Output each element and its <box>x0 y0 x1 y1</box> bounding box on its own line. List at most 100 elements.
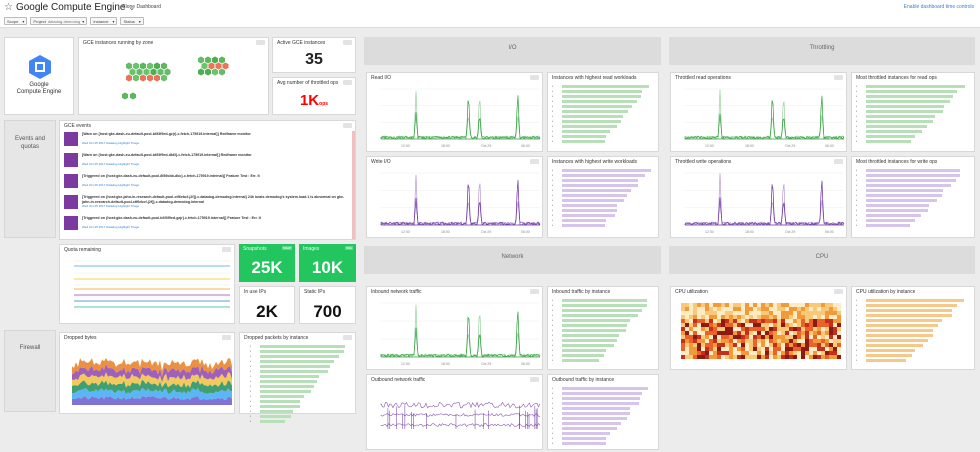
list-item[interactable]: • <box>856 303 970 307</box>
list-item[interactable]: • <box>552 89 654 93</box>
list-item[interactable]: • <box>856 343 970 347</box>
list-item[interactable]: • <box>552 183 654 187</box>
dashboard-title[interactable]: ☆ Google Compute Engine ⌄ <box>4 2 135 13</box>
star-icon[interactable]: ☆ <box>4 2 13 13</box>
list-item[interactable]: • <box>856 104 970 108</box>
list-item[interactable]: • <box>250 379 351 383</box>
filter-status[interactable]: Status ▾ <box>120 17 144 25</box>
list-item[interactable]: • <box>552 188 654 192</box>
list-item[interactable]: • <box>552 431 654 435</box>
filter-instance[interactable]: Instance ▾ <box>90 17 118 25</box>
list-item[interactable]: • <box>250 399 351 403</box>
list-item[interactable]: • <box>552 139 654 143</box>
panel-menu-button[interactable] <box>834 75 843 80</box>
list-item[interactable]: • <box>552 318 654 322</box>
panel-menu-button[interactable] <box>343 40 352 45</box>
list-item[interactable]: • <box>250 394 351 398</box>
list-item[interactable]: • <box>856 358 970 362</box>
list-item[interactable]: • <box>856 84 970 88</box>
dropped-bytes-chart[interactable] <box>60 343 236 415</box>
list-item[interactable]: • <box>552 168 654 172</box>
list-item[interactable]: • <box>856 139 970 143</box>
list-item[interactable]: • <box>552 178 654 182</box>
list-item[interactable]: • <box>856 94 970 98</box>
list-item[interactable]: • <box>552 308 654 312</box>
list-item[interactable]: • <box>856 124 970 128</box>
list-item[interactable]: • <box>552 208 654 212</box>
list-item[interactable]: • <box>552 436 654 440</box>
read-io-chart[interactable]: 12:00 18:00 Oct 29 06:00 <box>367 83 544 153</box>
event-item[interactable]: [Triggered on {host:gke-dash-eu-default-… <box>64 173 351 189</box>
list-item[interactable]: • <box>552 396 654 400</box>
list-item[interactable]: • <box>552 343 654 347</box>
list-item[interactable]: • <box>856 223 970 227</box>
list-item[interactable]: • <box>856 298 970 302</box>
list-item[interactable]: • <box>552 104 654 108</box>
most-throttled-read-toplist[interactable]: • • • • • • • • • • • • <box>856 83 970 144</box>
list-item[interactable]: • <box>552 298 654 302</box>
dropped-packets-toplist[interactable]: • • • • • • • • • • • • • • • • <box>250 343 351 424</box>
list-item[interactable]: • <box>856 109 970 113</box>
write-workloads-toplist[interactable]: • • • • • • • • • • • • <box>552 167 654 228</box>
throttled-write-chart[interactable]: 12:00 18:00 Oct 29 06:00 <box>671 167 848 239</box>
read-workloads-toplist[interactable]: • • • • • • • • • • • • <box>552 83 654 144</box>
most-throttled-write-toplist[interactable]: • • • • • • • • • • • • <box>856 167 970 228</box>
list-item[interactable]: • <box>552 386 654 390</box>
panel-menu-button[interactable] <box>343 80 352 85</box>
list-item[interactable]: • <box>552 328 654 332</box>
list-item[interactable]: • <box>552 134 654 138</box>
list-item[interactable]: • <box>856 208 970 212</box>
list-item[interactable]: • <box>856 308 970 312</box>
list-item[interactable]: • <box>856 318 970 322</box>
event-meta[interactable]: Wed Oct 25 2017 Datadog Highlight Triage <box>82 141 140 145</box>
list-item[interactable]: • <box>552 119 654 123</box>
list-item[interactable]: • <box>250 354 351 358</box>
list-item[interactable]: • <box>552 218 654 222</box>
list-item[interactable]: • <box>552 203 654 207</box>
list-item[interactable]: • <box>552 313 654 317</box>
list-item[interactable]: • <box>856 183 970 187</box>
panel-menu-button[interactable] <box>530 159 539 164</box>
list-item[interactable]: • <box>552 114 654 118</box>
hexmap[interactable] <box>89 50 259 112</box>
panel-menu-button[interactable] <box>222 247 231 252</box>
list-item[interactable]: • <box>250 419 351 423</box>
filter-project[interactable]: Project datadog-demodog ▾ <box>30 17 88 25</box>
list-item[interactable]: • <box>552 338 654 342</box>
list-item[interactable]: • <box>552 84 654 88</box>
list-item[interactable]: • <box>552 323 654 327</box>
list-item[interactable]: • <box>856 198 970 202</box>
list-item[interactable]: • <box>856 168 970 172</box>
clone-dashboard-button[interactable]: Clone Dashboard <box>122 4 161 10</box>
list-item[interactable]: • <box>552 426 654 430</box>
event-item[interactable]: [Warn on {host:gke-dash-eu-default-pool-… <box>64 152 351 168</box>
list-item[interactable]: • <box>552 421 654 425</box>
event-meta[interactable]: Wed Oct 25 2017 Datadog Highlight Triage <box>82 183 140 187</box>
list-item[interactable]: • <box>856 99 970 103</box>
list-item[interactable]: • <box>856 134 970 138</box>
outbound-by-instance-toplist[interactable]: • • • • • • • • • • • • <box>552 385 654 446</box>
cpu-heatmap[interactable] <box>671 297 848 371</box>
list-item[interactable]: • <box>552 109 654 113</box>
list-item[interactable]: • <box>552 94 654 98</box>
panel-menu-button[interactable] <box>834 289 843 294</box>
list-item[interactable]: • <box>552 416 654 420</box>
panel-menu-button[interactable] <box>343 335 352 340</box>
quota-chart[interactable] <box>60 253 236 325</box>
list-item[interactable]: • <box>552 173 654 177</box>
panel-menu-button[interactable] <box>530 377 539 382</box>
list-item[interactable]: • <box>552 198 654 202</box>
event-meta[interactable]: Wed Oct 25 2017 Datadog Highlight Triage <box>82 162 140 166</box>
list-item[interactable]: • <box>856 114 970 118</box>
list-item[interactable]: • <box>250 374 351 378</box>
list-item[interactable]: • <box>250 359 351 363</box>
throttled-read-chart[interactable]: 12:00 18:00 Oct 29 06:00 <box>671 83 848 153</box>
list-item[interactable]: • <box>856 178 970 182</box>
list-item[interactable]: • <box>552 441 654 445</box>
cpu-by-instance-toplist[interactable]: • • • • • • • • • • • • • <box>856 297 970 363</box>
list-item[interactable]: • <box>552 124 654 128</box>
list-item[interactable]: • <box>552 99 654 103</box>
list-item[interactable]: • <box>856 203 970 207</box>
list-item[interactable]: • <box>856 213 970 217</box>
panel-menu-button[interactable] <box>222 335 231 340</box>
